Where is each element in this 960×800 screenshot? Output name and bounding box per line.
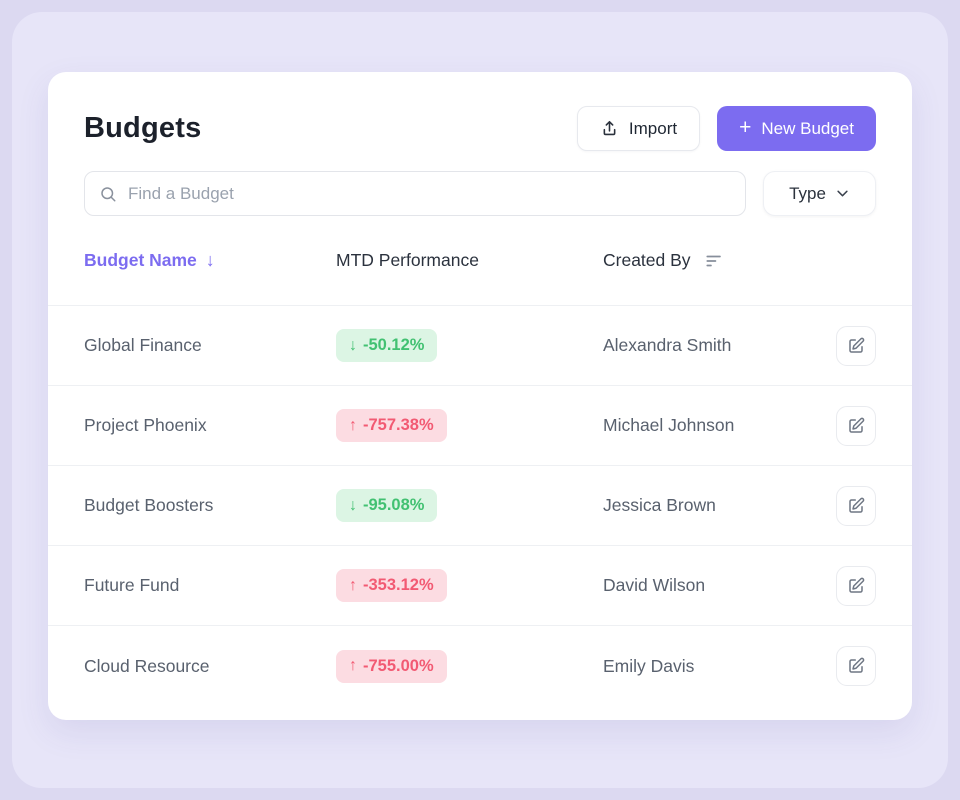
created-by: Alexandra Smith [603,335,732,355]
performance-value: -95.08% [363,496,425,514]
created-by: Jessica Brown [603,495,716,515]
created-by: David Wilson [603,575,706,595]
table-row: Future Fund ↑ -353.12% David Wilson [48,546,912,626]
edit-button[interactable] [836,405,876,446]
table-row: Cloud Resource ↑ -755.00% Emily Davis [48,626,912,706]
new-budget-button-label: New Budget [761,118,854,138]
edit-button[interactable] [836,325,876,366]
column-header-mtd-performance-label: MTD Performance [336,250,479,270]
table-row: Project Phoenix ↑ -757.38% Michael Johnso… [48,386,912,466]
column-header-mtd-performance: MTD Performance [336,250,603,271]
performance-badge: ↑ -757.38% [336,409,447,442]
created-by: Emily Davis [603,655,695,676]
performance-value: -755.00% [363,656,434,675]
edit-pencil-icon [847,577,865,595]
budget-name: Project Phoenix [84,415,207,435]
search-wrap [84,171,746,216]
edit-pencil-icon [847,657,865,675]
edit-pencil-icon [847,417,865,435]
sort-desc-icon: ↓ [205,250,215,270]
budgets-card: Budgets Import + New Budget [48,72,912,720]
filter-bars-icon[interactable] [704,252,724,270]
created-by: Michael Johnson [603,415,735,435]
edit-pencil-icon [847,497,865,515]
page-title: Budgets [84,112,202,144]
edit-button[interactable] [836,565,876,606]
edit-button[interactable] [836,646,876,686]
column-header-created-by: Created By [603,250,836,271]
edit-button[interactable] [836,485,876,526]
performance-value: -353.12% [363,576,434,594]
trend-arrow-icon: ↑ [349,657,357,674]
performance-badge: ↑ -755.00% [336,649,447,683]
trend-arrow-icon: ↓ [349,496,357,514]
performance-value: -757.38% [363,416,434,434]
column-header-created-by-label: Created By [603,250,691,270]
header-actions: Import + New Budget [576,106,876,151]
budget-name: Global Finance [84,335,202,355]
trend-arrow-icon: ↑ [349,416,357,434]
performance-badge: ↓ -95.08% [336,489,438,522]
type-filter-dropdown[interactable]: Type [763,171,876,216]
performance-badge: ↓ -50.12% [336,329,438,362]
table-row: Global Finance ↓ -50.12% Alexandra Smith [48,306,912,386]
chevron-down-icon [835,186,850,201]
import-button-label: Import [628,118,678,138]
type-filter-label: Type [789,183,826,203]
edit-pencil-icon [847,337,865,355]
upload-icon [600,119,619,138]
table-row: Budget Boosters ↓ -95.08% Jessica Brown [48,466,912,546]
column-header-budget-name[interactable]: Budget Name ↓ [84,250,336,271]
budget-name: Budget Boosters [84,495,214,515]
budget-name: Future Fund [84,575,180,595]
trend-arrow-icon: ↓ [349,336,357,354]
plus-icon: + [739,116,752,139]
table-header-row: Budget Name ↓ MTD Performance Created By [48,216,912,306]
performance-value: -50.12% [363,336,425,354]
budget-name: Cloud Resource [84,655,210,676]
background-panel: Budgets Import + New Budget [12,12,948,788]
search-input[interactable] [84,171,746,216]
search-row: Type [48,171,912,216]
trend-arrow-icon: ↑ [349,576,357,594]
new-budget-button[interactable]: + New Budget [717,106,876,151]
card-header: Budgets Import + New Budget [48,72,912,151]
column-header-budget-name-label: Budget Name [84,250,197,270]
import-button[interactable]: Import [576,106,701,151]
performance-badge: ↑ -353.12% [336,569,447,602]
